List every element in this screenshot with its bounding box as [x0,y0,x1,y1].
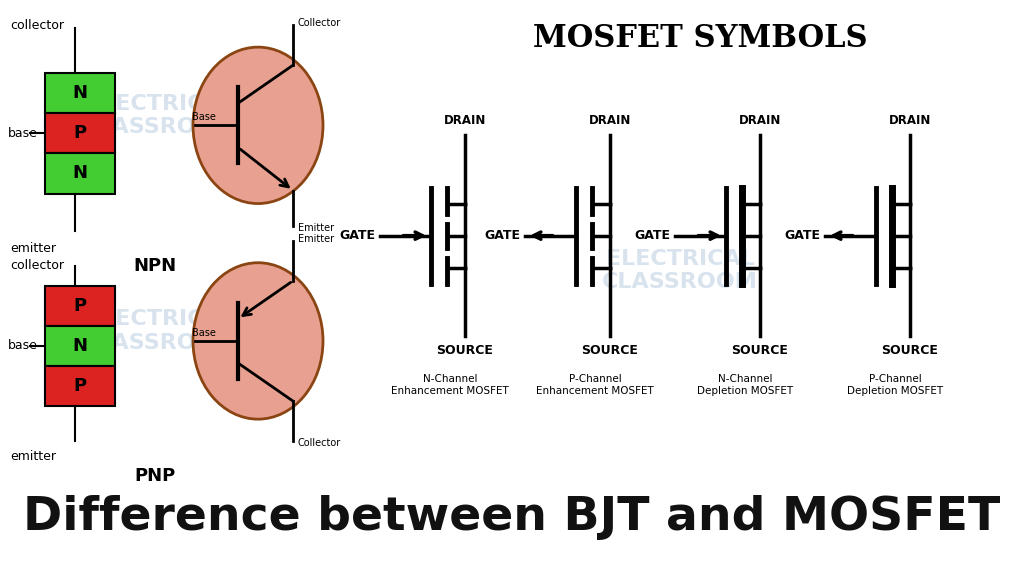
Text: Base: Base [193,328,216,338]
Text: GATE: GATE [339,229,375,242]
Text: Collector: Collector [298,18,341,28]
Text: Emitter: Emitter [298,234,334,244]
Text: base: base [8,127,38,140]
Text: MOSFET SYMBOLS: MOSFET SYMBOLS [532,22,867,54]
Text: N: N [73,337,87,355]
Ellipse shape [193,262,323,419]
Text: N-Channel
Enhancement MOSFET: N-Channel Enhancement MOSFET [391,374,509,395]
Text: ELECTRICAL
CLASSROOM: ELECTRICAL CLASSROOM [82,94,238,137]
Text: Base: Base [193,112,216,122]
Text: base: base [8,339,38,352]
Text: emitter: emitter [10,450,56,463]
Text: NPN: NPN [133,257,176,274]
Text: Difference between BJT and MOSFET: Difference between BJT and MOSFET [24,494,1000,540]
Ellipse shape [193,47,323,203]
Text: DRAIN: DRAIN [443,115,486,127]
Bar [45,286,115,326]
Text: collector: collector [10,259,63,272]
Text: emitter: emitter [10,242,56,255]
Text: SOURCE: SOURCE [731,344,788,357]
Text: N: N [73,84,87,102]
Text: P: P [74,297,87,315]
Text: GATE: GATE [784,229,820,242]
Bar [45,113,115,154]
Text: SOURCE: SOURCE [882,344,938,357]
Text: DRAIN: DRAIN [889,115,931,127]
Text: SOURCE: SOURCE [582,344,638,357]
Bar [45,154,115,194]
Text: Collector: Collector [298,438,341,448]
Text: DRAIN: DRAIN [589,115,631,127]
Text: P: P [74,124,87,142]
Bar [45,366,115,406]
Text: DRAIN: DRAIN [738,115,781,127]
Bar [45,326,115,366]
Text: P-Channel
Enhancement MOSFET: P-Channel Enhancement MOSFET [537,374,654,395]
Text: GATE: GATE [484,229,520,242]
Text: ELECTRICAL
CLASSROOM: ELECTRICAL CLASSROOM [82,309,238,352]
Text: PNP: PNP [134,468,176,485]
Text: N: N [73,164,87,182]
Text: P: P [74,377,87,395]
Text: Emitter: Emitter [298,223,334,233]
Text: SOURCE: SOURCE [436,344,494,357]
Text: collector: collector [10,18,63,32]
Text: N-Channel
Depletion MOSFET: N-Channel Depletion MOSFET [697,374,793,395]
Text: ELECTRICAL
CLASSROOM: ELECTRICAL CLASSROOM [602,249,758,292]
Bar [45,73,115,113]
Text: P-Channel
Depletion MOSFET: P-Channel Depletion MOSFET [847,374,943,395]
Text: GATE: GATE [634,229,670,242]
